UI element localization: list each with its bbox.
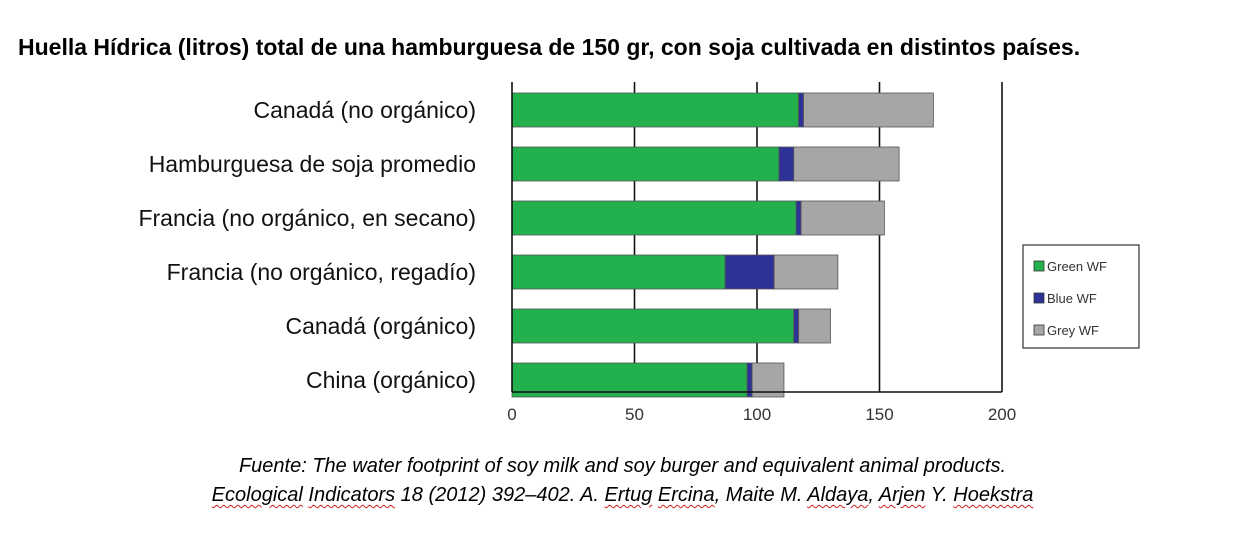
legend-swatch [1033, 324, 1045, 336]
legend-swatch [1033, 292, 1045, 304]
bar-grey-wf [793, 146, 900, 182]
category-label: Canadá (no orgánico) [254, 97, 476, 123]
bar-green-wf [511, 200, 797, 236]
x-tick-label: 100 [743, 405, 771, 424]
bar-grey-wf [800, 200, 885, 236]
bar-blue-wf [778, 146, 795, 182]
bar-green-wf [511, 146, 780, 182]
source-text-segment: 18 (2012) 392–402. A. [395, 484, 605, 506]
source-text-segment: Y. [925, 484, 954, 506]
bar-blue-wf [793, 308, 800, 344]
bar-green-wf [511, 92, 800, 128]
bar-grey-wf [803, 92, 934, 128]
category-label: Francia (no orgánico, en secano) [138, 205, 476, 231]
x-tick-label: 200 [988, 405, 1016, 424]
bar-chart: 0 50 100 150 200 Canadá (no orgánico) Hamburgu… [138, 82, 1140, 424]
x-tick-label: 150 [865, 405, 893, 424]
legend-swatch [1033, 260, 1045, 272]
x-tick-label: 50 [625, 405, 644, 424]
spellcheck-flagged-word: Hoekstra [953, 484, 1034, 506]
bar-blue-wf [798, 92, 804, 128]
category-label: Canadá (orgánico) [285, 313, 476, 339]
bar-grey-wf [773, 254, 839, 290]
legend-label: Green WF [1047, 259, 1107, 274]
spellcheck-flagged-word: Aldaya [807, 484, 869, 506]
chart-title: Huella Hídrica (litros) total de una ham… [18, 34, 1081, 60]
category-label: Hamburguesa de soja promedio [149, 151, 476, 177]
source-line-1: Fuente: The water footprint of soy milk … [238, 455, 1007, 477]
spellcheck-flagged-word: Ecological [211, 484, 303, 506]
source-text-segment: , Maite M. [714, 484, 808, 506]
bar-green-wf [511, 254, 726, 290]
spellcheck-flagged-word: Indicators [308, 484, 396, 506]
spellcheck-flagged-word: Ercina [657, 484, 715, 506]
x-tick-label: 0 [507, 405, 516, 424]
category-label: Francia (no orgánico, regadío) [167, 259, 476, 285]
source-line-2: Ecological Indicators 18 (2012) 392–402.… [0, 481, 1245, 510]
legend-label: Blue WF [1047, 291, 1097, 306]
bar-grey-wf [798, 308, 831, 344]
category-label: China (orgánico) [306, 367, 476, 393]
source-citation: Fuente: The water footprint of soy milk … [0, 452, 1245, 510]
bar-blue-wf [795, 200, 802, 236]
legend-label: Grey WF [1047, 323, 1099, 338]
bar-blue-wf [724, 254, 775, 290]
spellcheck-flagged-word: Ertug [604, 484, 653, 506]
spellcheck-flagged-word: Arjen [878, 484, 926, 506]
source-text-segment: , [868, 484, 879, 506]
bar-green-wf [511, 308, 795, 344]
